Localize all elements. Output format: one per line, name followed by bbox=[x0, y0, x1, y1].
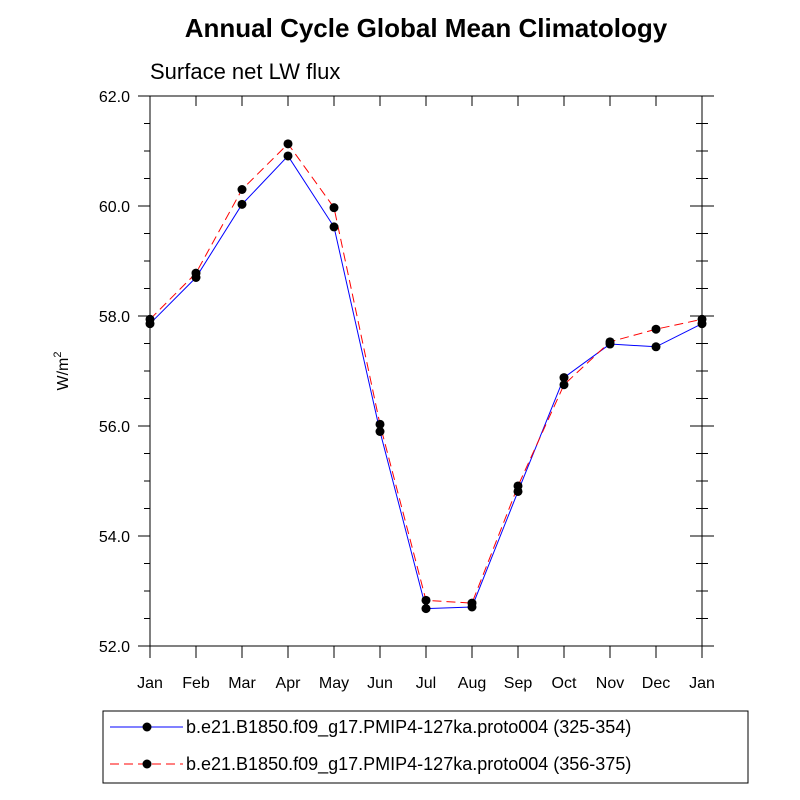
series-1-point bbox=[559, 373, 569, 383]
series-1-point bbox=[651, 342, 661, 352]
series-line-2 bbox=[149, 143, 703, 604]
series-line-1 bbox=[149, 155, 703, 610]
legend-marker-2 bbox=[142, 759, 152, 769]
series-2-point bbox=[513, 481, 523, 491]
x-axis: Jan Feb Mar Apr May Jun Jul Aug Sep Oct Nov Dec Jan bbox=[137, 96, 715, 692]
y-tick-label: 56.0 bbox=[99, 419, 130, 436]
x-tick-label: Nov bbox=[596, 675, 624, 692]
chart-subtitle: Surface net LW flux bbox=[150, 59, 340, 84]
y-axis-title-superscript: 2 bbox=[52, 352, 64, 358]
x-tick-label: Mar bbox=[228, 675, 256, 692]
y-axis-title-text: W/m bbox=[55, 358, 72, 391]
x-tick-label: Oct bbox=[552, 675, 577, 692]
x-tick-label: Dec bbox=[642, 675, 670, 692]
x-tick-label: Aug bbox=[458, 675, 486, 692]
legend: b.e21.B1850.f09_g17.PMIP4-127ka.proto004… bbox=[110, 717, 631, 775]
legend-label-2: b.e21.B1850.f09_g17.PMIP4-127ka.proto004… bbox=[186, 754, 631, 775]
series-2-point bbox=[651, 324, 661, 334]
x-tick-label: Apr bbox=[276, 675, 302, 692]
series-2-point bbox=[237, 185, 247, 194]
y-tick-label: 52.0 bbox=[99, 639, 130, 656]
x-tick-label: Jul bbox=[416, 675, 436, 692]
series-2-point bbox=[375, 419, 385, 429]
y-tick-label: 60.0 bbox=[99, 199, 130, 216]
series-2-point bbox=[697, 314, 707, 324]
plot-frame bbox=[149, 95, 703, 647]
x-tick-label: May bbox=[319, 675, 349, 692]
y-axis-title: W/m2 bbox=[52, 352, 72, 391]
series-1-point bbox=[283, 151, 293, 161]
series-1-point bbox=[375, 427, 385, 436]
legend-label-1: b.e21.B1850.f09_g17.PMIP4-127ka.proto004… bbox=[186, 717, 631, 738]
y-axis: 52.0 54.0 56.0 58.0 60.0 62.0 bbox=[99, 89, 714, 656]
series-layer bbox=[145, 139, 707, 614]
series-1-point bbox=[237, 199, 247, 209]
minor-ticks bbox=[144, 123, 708, 619]
series-2-point bbox=[559, 380, 569, 390]
series-2-point bbox=[467, 598, 477, 608]
y-tick-label: 62.0 bbox=[99, 89, 130, 106]
chart-title: Annual Cycle Global Mean Climatology bbox=[185, 13, 668, 43]
series-2-point bbox=[329, 203, 339, 213]
series-1-point bbox=[329, 222, 339, 232]
series-2-point bbox=[421, 595, 431, 605]
x-tick-label: Jan bbox=[689, 675, 715, 692]
series-1-point bbox=[421, 604, 431, 614]
x-tick-label: Sep bbox=[504, 675, 533, 692]
series-2-point bbox=[191, 268, 201, 278]
series-2-point bbox=[283, 139, 293, 149]
series-2-point bbox=[605, 337, 615, 347]
y-tick-label: 54.0 bbox=[99, 529, 130, 546]
x-tick-label: Feb bbox=[182, 675, 210, 692]
series-2-point bbox=[145, 314, 155, 324]
x-tick-label: Jan bbox=[137, 675, 163, 692]
x-tick-label: Jun bbox=[367, 675, 393, 692]
legend-marker-1 bbox=[142, 722, 152, 732]
legend-box bbox=[102, 710, 749, 784]
y-tick-label: 58.0 bbox=[99, 309, 130, 326]
